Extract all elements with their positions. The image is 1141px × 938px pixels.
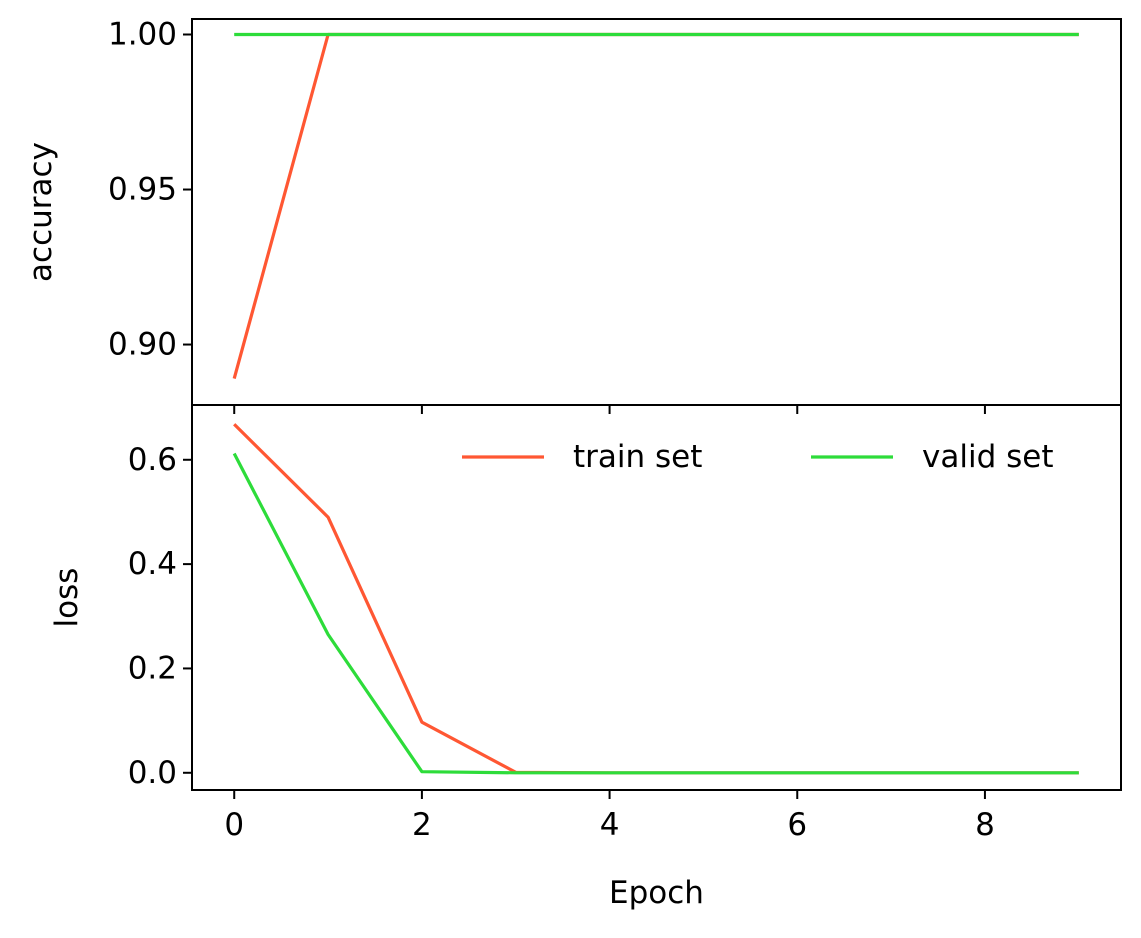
bottom-xtick-label: 4 bbox=[600, 807, 620, 843]
bottom-valid-line bbox=[232, 452, 1079, 775]
bottom-ytick-label: 0.0 bbox=[128, 755, 177, 791]
top-axes-frame bbox=[191, 18, 1122, 406]
x-axis-label: Epoch bbox=[609, 875, 704, 911]
top-ytick-label: 1.00 bbox=[108, 17, 177, 53]
top-ytick-label: 0.90 bbox=[108, 327, 177, 363]
bottom-ylabel: loss bbox=[49, 568, 85, 628]
legend: train set valid set bbox=[462, 439, 1053, 475]
bottom-xtick-label: 0 bbox=[224, 807, 244, 843]
bottom-xtick-label: 8 bbox=[975, 807, 995, 843]
bottom-ytick-label: 0.2 bbox=[128, 650, 177, 686]
legend-valid-label: valid set bbox=[922, 439, 1053, 475]
loss-panel: 0.0 0.2 0.4 0.6 0 2 4 6 8 loss Epoch train set valid… bbox=[49, 404, 1122, 911]
bottom-ytick-label: 0.4 bbox=[128, 546, 177, 582]
legend-train-label: train set bbox=[573, 439, 702, 475]
bottom-ytick-label: 0.6 bbox=[128, 442, 177, 478]
top-ylabel: accuracy bbox=[23, 142, 59, 282]
bottom-xtick-label: 6 bbox=[787, 807, 807, 843]
accuracy-panel: 0.90 0.95 1.00 accuracy bbox=[23, 17, 1122, 414]
top-train-line bbox=[232, 32, 1079, 380]
top-ytick-label: 0.95 bbox=[108, 172, 177, 208]
bottom-xtick-label: 2 bbox=[412, 807, 432, 843]
bottom-axes-frame bbox=[191, 404, 1122, 791]
bottom-train-line bbox=[233, 423, 1079, 775]
